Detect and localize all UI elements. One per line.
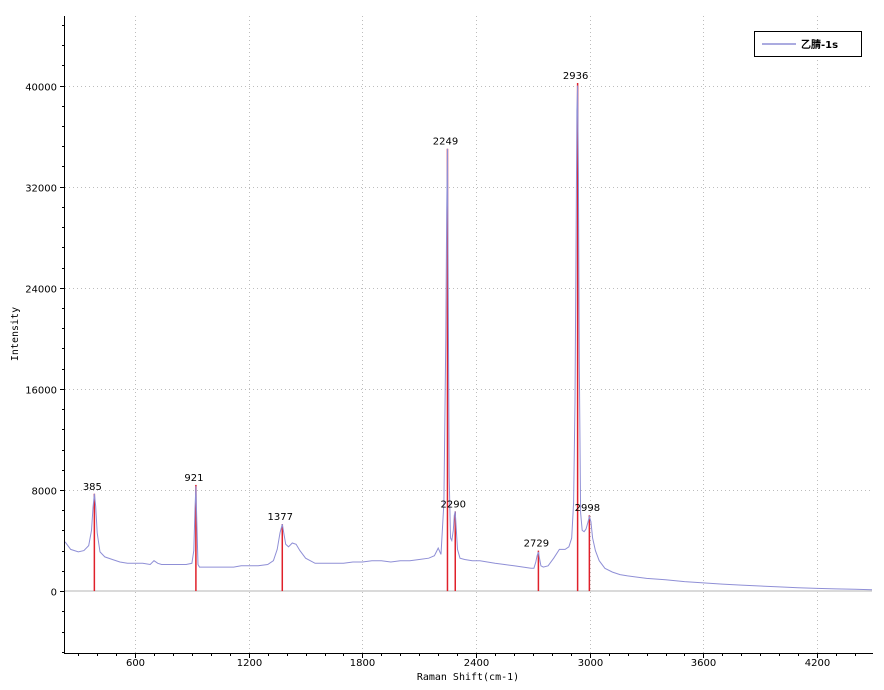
x-tick-label: 2400 — [464, 658, 489, 669]
y-tick-label: 8000 — [32, 487, 57, 498]
x-tick-label: 600 — [126, 658, 145, 669]
y-tick-label: 16000 — [25, 386, 57, 397]
peak-label: 921 — [184, 473, 203, 484]
axis-ticks: 600 1200 1800 2400 3000 3600 4200 0 8000 16000 240… — [25, 25, 856, 669]
peak-label: 2998 — [575, 503, 600, 514]
x-tick-label: 1800 — [350, 658, 375, 669]
peak-label: 2290 — [441, 499, 466, 510]
x-axis-title: Raman Shift(cm-1) — [417, 672, 519, 683]
y-tick-label: 32000 — [25, 184, 57, 195]
spectrum-line — [64, 85, 873, 591]
grid-lines — [65, 16, 872, 653]
legend-label: 乙腈-1s — [801, 38, 838, 51]
axes — [64, 16, 873, 654]
y-tick-label: 40000 — [25, 83, 57, 94]
y-tick-label: 0 — [51, 588, 57, 599]
x-tick-label: 3000 — [578, 658, 603, 669]
peak-label: 1377 — [268, 512, 293, 523]
peak-label: 385 — [83, 482, 102, 493]
y-tick-label: 24000 — [25, 285, 57, 296]
x-tick-label: 1200 — [237, 658, 262, 669]
legend: 乙腈-1s — [754, 31, 862, 57]
peak-label: 2936 — [563, 71, 588, 82]
peak-label: 2249 — [433, 137, 458, 148]
peak-label: 2729 — [524, 539, 549, 550]
x-tick-label: 4200 — [805, 658, 830, 669]
x-tick-label: 3600 — [691, 658, 716, 669]
peak-labels: 385 921 1377 2249 2290 2729 2936 2998 — [83, 71, 600, 550]
y-axis-title: Intensity — [10, 307, 21, 361]
